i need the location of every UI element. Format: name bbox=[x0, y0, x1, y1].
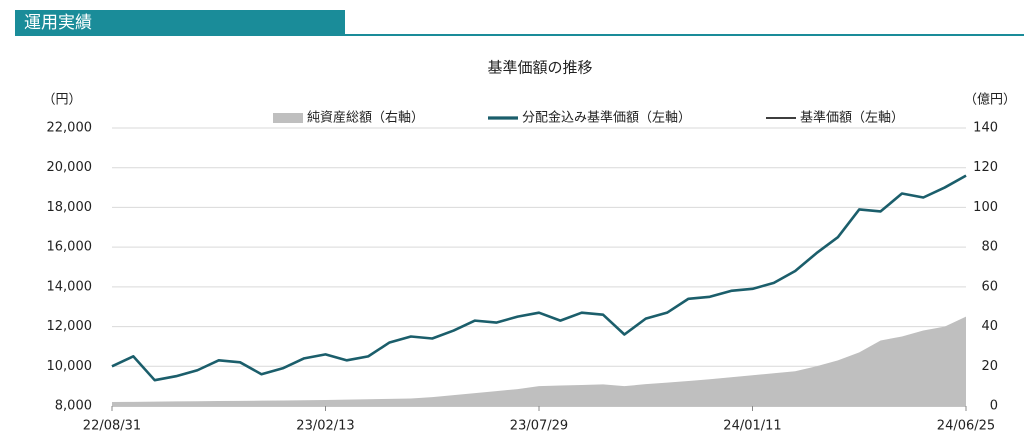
y2-tick-label: 100 bbox=[973, 200, 998, 215]
x-tick-label: 22/08/31 bbox=[83, 419, 141, 434]
net-assets-area bbox=[112, 316, 966, 406]
y2-tick-label: 140 bbox=[973, 121, 998, 136]
legend-label: 分配金込み基準価額（左軸） bbox=[522, 110, 691, 126]
x-tick-label: 24/06/25 bbox=[937, 419, 995, 434]
y-tick-label: 14,000 bbox=[47, 279, 93, 294]
nav-line bbox=[111, 175, 967, 381]
legend-label: 純資産総額（右軸） bbox=[307, 110, 424, 126]
nav-line bbox=[111, 174, 967, 382]
chart-title: 基準価額の推移 bbox=[487, 59, 592, 77]
y2-tick-label: 40 bbox=[981, 319, 998, 334]
y2-tick-label: 60 bbox=[981, 279, 998, 294]
y2-tick-label: 20 bbox=[981, 359, 998, 374]
y-tick-label: 10,000 bbox=[47, 359, 93, 374]
x-tick-label: 23/02/13 bbox=[296, 419, 354, 434]
y2-tick-label: 80 bbox=[981, 240, 998, 255]
y-tick-label: 12,000 bbox=[47, 319, 93, 334]
y-tick-label: 8,000 bbox=[55, 399, 92, 414]
y2-tick-label: 0 bbox=[990, 399, 998, 414]
x-tick-label: 23/07/29 bbox=[510, 419, 568, 434]
legend-swatch bbox=[273, 113, 303, 123]
header-band bbox=[15, 10, 345, 36]
y-tick-label: 22,000 bbox=[47, 121, 93, 136]
y-tick-label: 16,000 bbox=[47, 240, 93, 255]
legend-label: 基準価額（左軸） bbox=[800, 110, 904, 126]
section-title: 運用実績 bbox=[24, 13, 92, 33]
y-axis-label: （円） bbox=[42, 93, 81, 108]
x-tick-label: 24/01/11 bbox=[723, 419, 781, 434]
y-tick-label: 18,000 bbox=[47, 200, 93, 215]
y2-axis-label: （億円） bbox=[964, 92, 1016, 108]
y-tick-label: 20,000 bbox=[47, 160, 93, 175]
y2-tick-label: 120 bbox=[973, 160, 998, 175]
